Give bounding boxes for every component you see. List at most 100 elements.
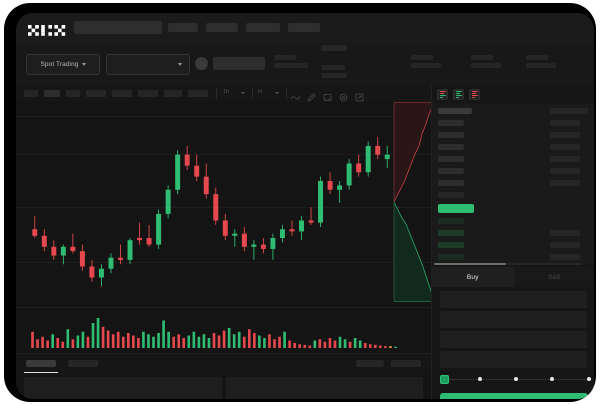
chevron-down-icon — [81, 63, 86, 66]
orderbook-ask-row[interactable] — [438, 132, 464, 138]
volume-chart[interactable] — [16, 307, 431, 354]
orderbook-mode-bids[interactable] — [453, 89, 464, 100]
panel-orders-right[interactable] — [225, 377, 423, 399]
price-chart[interactable] — [16, 102, 431, 307]
slider-dot-75[interactable] — [550, 377, 554, 381]
app-screen: Spot Trading — [16, 13, 594, 399]
gridline — [16, 154, 431, 155]
indicator-dropdown-label[interactable]: fx — [258, 89, 263, 95]
order-form — [432, 287, 594, 371]
okx-logo[interactable] — [28, 23, 66, 36]
slider-dot-25[interactable] — [478, 377, 482, 381]
tab-open-orders[interactable] — [26, 360, 56, 367]
market-subheader: Spot Trading — [16, 43, 594, 85]
orderbook[interactable] — [432, 104, 594, 264]
orderbook-scrollbar[interactable] — [434, 263, 506, 265]
orderbook-depth-overlay — [393, 102, 431, 302]
orderbook-bid-amount — [550, 242, 580, 248]
orderbook-ask-row[interactable] — [438, 168, 464, 174]
last-price-value — [213, 57, 265, 70]
nav-item-trade[interactable] — [168, 23, 198, 32]
order-entry-panel: Buy Sell — [431, 85, 594, 399]
orderbook-bid-amount — [550, 230, 580, 236]
nav-item-earn[interactable] — [246, 23, 280, 32]
tab-buy[interactable]: Buy — [432, 267, 514, 287]
candlestick-series — [32, 137, 390, 287]
field-price[interactable] — [440, 311, 587, 328]
place-order-button[interactable] — [440, 393, 588, 399]
interval-chip-8[interactable] — [188, 90, 208, 97]
orderbook-ask-row[interactable] — [438, 156, 464, 162]
orderbook-ask-row[interactable] — [438, 192, 464, 198]
amount-slider[interactable] — [440, 373, 594, 387]
interval-dropdown-label[interactable]: 1h — [223, 89, 229, 95]
field-order-type[interactable] — [440, 291, 587, 308]
interval-chip-1[interactable] — [24, 90, 38, 97]
orderbook-current-price[interactable] — [438, 204, 474, 213]
interval-chip-4[interactable] — [86, 90, 106, 97]
gridline — [16, 207, 431, 208]
orderbook-header-price — [438, 108, 472, 114]
stat-extra — [321, 45, 347, 81]
panel-orders-left[interactable] — [24, 377, 222, 399]
orderbook-ask-amount — [550, 144, 580, 150]
fullscreen-icon[interactable] — [355, 89, 364, 102]
orderbook-bid-row[interactable] — [438, 218, 464, 224]
slider-dot-50[interactable] — [514, 377, 518, 381]
orderbook-bid-row[interactable] — [438, 254, 464, 260]
stat-24h-volume — [471, 55, 501, 71]
orderbook-ask-row[interactable] — [438, 180, 464, 186]
orderbook-ask-row[interactable] — [438, 120, 464, 126]
interval-chip-5[interactable] — [112, 90, 132, 97]
top-navigation-bar — [16, 13, 594, 43]
tab-sell[interactable]: Sell — [513, 267, 594, 287]
toolbar-divider — [286, 88, 287, 99]
slider-handle[interactable] — [440, 375, 449, 384]
tab-active-underline — [24, 372, 58, 373]
interval-chip-2[interactable] — [44, 90, 60, 97]
interval-chip-6[interactable] — [138, 90, 158, 97]
interval-chip-7[interactable] — [164, 90, 182, 97]
orderbook-mode-both[interactable] — [437, 89, 448, 100]
orderbook-bid-amount — [550, 254, 580, 260]
magnet-icon[interactable] — [323, 89, 332, 101]
wave-icon[interactable] — [290, 89, 301, 100]
search-input[interactable] — [74, 21, 162, 34]
toolbar-divider — [216, 88, 217, 99]
stat-24h-turnover — [526, 55, 556, 71]
orderbook-ask-amount — [550, 168, 580, 174]
field-total[interactable] — [440, 351, 587, 368]
stat-24h-change — [274, 55, 308, 71]
gridline — [16, 116, 431, 117]
orderbook-ask-amount — [550, 120, 580, 126]
chevron-down-icon[interactable] — [241, 92, 245, 94]
field-amount[interactable] — [440, 331, 587, 348]
settings-icon[interactable] — [339, 89, 348, 102]
chevron-down-icon[interactable] — [275, 92, 279, 94]
orders-panels — [16, 375, 431, 399]
nav-item-more[interactable] — [288, 23, 320, 32]
nav-item-markets[interactable] — [206, 23, 238, 32]
interval-chip-3[interactable] — [66, 90, 80, 97]
coin-avatar — [195, 57, 208, 70]
orderbook-ask-amount — [550, 132, 580, 138]
orderbook-mode-asks[interactable] — [469, 89, 480, 100]
action-cancel-all[interactable] — [391, 360, 421, 367]
chart-toolbar: 1h fx — [16, 85, 431, 103]
device-bezel: Spot Trading — [4, 3, 596, 402]
market-type-dropdown[interactable]: Spot Trading — [26, 54, 100, 75]
orderbook-view-modes — [437, 89, 480, 100]
tab-order-history[interactable] — [68, 360, 98, 367]
orderbook-bid-row[interactable] — [438, 242, 464, 248]
slider-dot-100[interactable] — [587, 377, 591, 381]
orderbook-bid-row[interactable] — [438, 230, 464, 236]
pencil-icon[interactable] — [307, 89, 316, 102]
buy-sell-tabs: Buy Sell — [432, 267, 594, 287]
market-type-label: Spot Trading — [40, 61, 79, 68]
trading-pair-dropdown[interactable] — [106, 54, 190, 75]
chevron-down-icon — [178, 63, 182, 66]
volume-bar-series — [31, 318, 397, 348]
orderbook-ask-row[interactable] — [438, 144, 464, 150]
action-hide-other-pairs[interactable] — [356, 360, 384, 367]
